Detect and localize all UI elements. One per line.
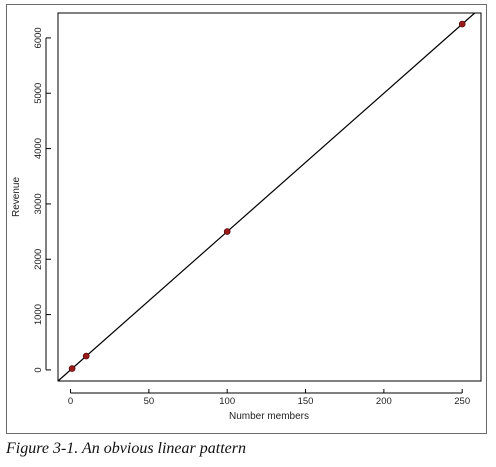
x-axis: 0 50 100 150 200 250 (68, 389, 470, 407)
fit-line-layer (57, 12, 476, 382)
data-point (82, 352, 90, 360)
fit-line (57, 12, 476, 382)
plot-frame (57, 12, 482, 382)
x-tick-label: 0 (68, 396, 73, 407)
y-tick-label: 3000 (33, 193, 44, 214)
x-tick-label: 200 (376, 396, 392, 407)
x-tick-label: 100 (219, 396, 235, 407)
x-tick-label: 50 (144, 396, 155, 407)
y-tick-label: 0 (33, 367, 44, 372)
data-point (223, 228, 231, 235)
y-tick-label: 4000 (33, 138, 44, 159)
figure-caption: Figure 3-1. An obvious linear pattern (6, 440, 246, 457)
x-tick-label: 150 (298, 396, 314, 407)
figure-frame (6, 4, 487, 434)
y-axis-title: Revenue (11, 177, 22, 217)
y-axis: 0 1000 2000 3000 4000 5000 6000 (33, 27, 51, 373)
x-tick-label: 250 (454, 396, 470, 407)
y-tick-label: 6000 (33, 27, 44, 48)
data-point (458, 20, 466, 28)
scatter-chart: 0 50 100 150 200 250 0 1000 2000 3000 4000 5000 600… (11, 12, 482, 422)
y-tick-label: 1000 (33, 304, 44, 325)
y-tick-label: 5000 (33, 83, 44, 104)
points-layer (68, 20, 466, 372)
x-axis-title: Number members (229, 411, 309, 422)
data-point (68, 365, 76, 372)
y-tick-label: 2000 (33, 249, 44, 270)
